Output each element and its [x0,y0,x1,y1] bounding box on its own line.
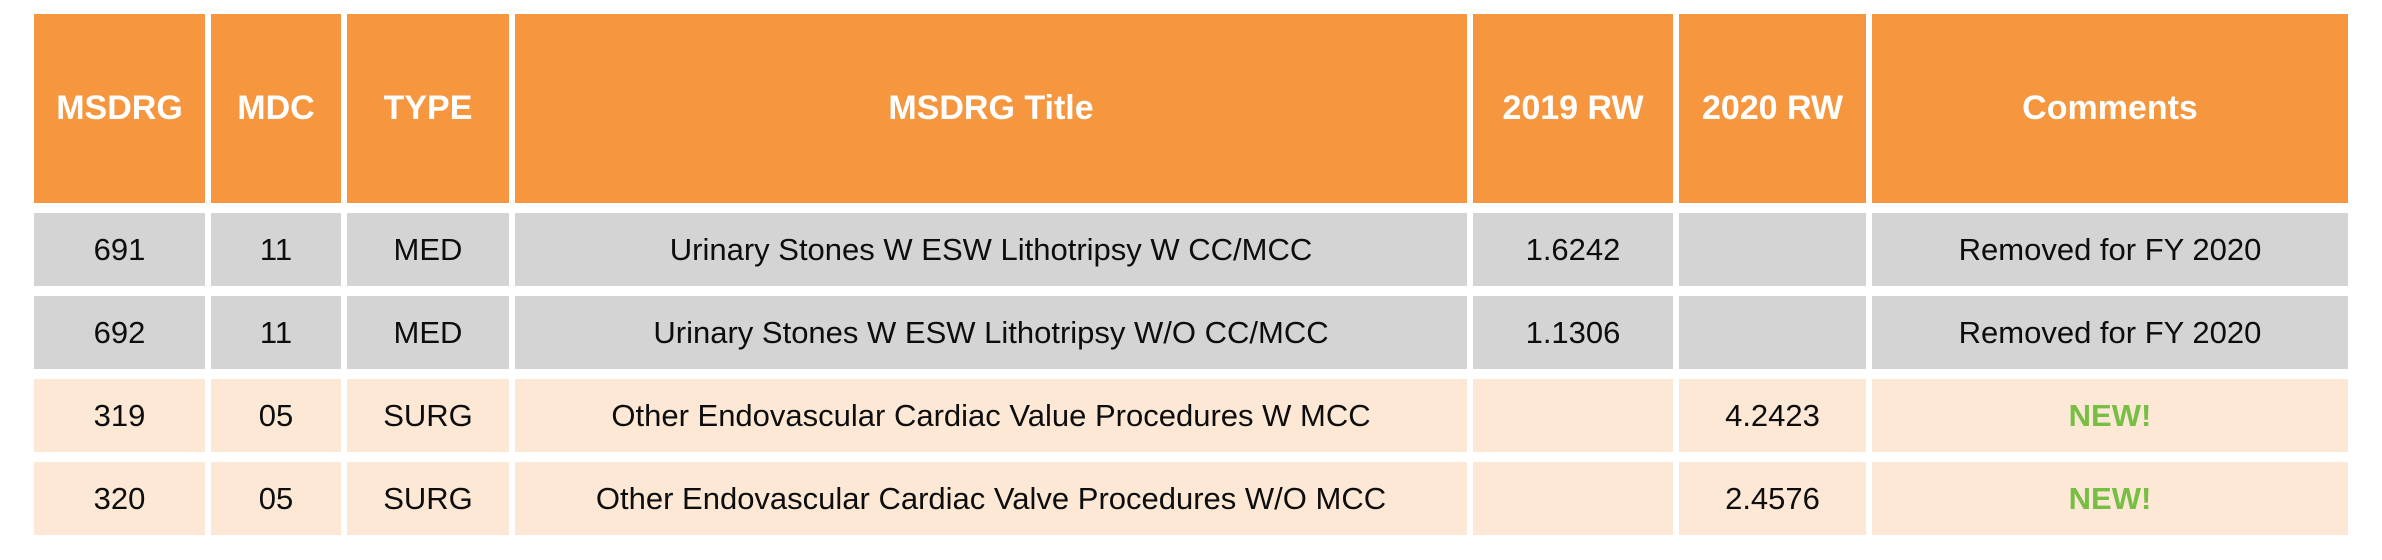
table-cell-rw2019: 1.1306 [1473,296,1673,369]
column-header-msdrg: MSDRG [34,14,205,203]
table-cell-rw2019 [1473,462,1673,535]
table-cell-title: Urinary Stones W ESW Lithotripsy W CC/MC… [515,213,1467,286]
table-cell-rw2020 [1679,213,1866,286]
table-cell-mdc: 11 [211,213,341,286]
msdrg-table: MSDRG MDC TYPE MSDRG Title 2019 RW 2020 … [34,14,2348,535]
table-cell-comments: Removed for FY 2020 [1872,213,2348,286]
table-cell-comments: NEW! [1872,462,2348,535]
table-cell-title: Other Endovascular Cardiac Value Procedu… [515,379,1467,452]
column-header-2019-rw: 2019 RW [1473,14,1673,203]
table-cell-msdrg: 692 [34,296,205,369]
table-cell-title: Urinary Stones W ESW Lithotripsy W/O CC/… [515,296,1467,369]
table-cell-title: Other Endovascular Cardiac Valve Procedu… [515,462,1467,535]
table-cell-type: MED [347,296,509,369]
table-cell-type: SURG [347,462,509,535]
column-header-2020-rw: 2020 RW [1679,14,1866,203]
column-header-comments: Comments [1872,14,2348,203]
table-cell-rw2019 [1473,379,1673,452]
table-cell-rw2020: 4.2423 [1679,379,1866,452]
table-cell-rw2019: 1.6242 [1473,213,1673,286]
table-cell-comments: NEW! [1872,379,2348,452]
column-header-title: MSDRG Title [515,14,1467,203]
column-header-mdc: MDC [211,14,341,203]
table-cell-mdc: 05 [211,462,341,535]
table-cell-msdrg: 691 [34,213,205,286]
table-cell-msdrg: 320 [34,462,205,535]
table-cell-mdc: 05 [211,379,341,452]
table-cell-rw2020: 2.4576 [1679,462,1866,535]
table-cell-type: SURG [347,379,509,452]
table-cell-comments: Removed for FY 2020 [1872,296,2348,369]
table-cell-msdrg: 319 [34,379,205,452]
table-cell-type: MED [347,213,509,286]
table-cell-mdc: 11 [211,296,341,369]
table-cell-rw2020 [1679,296,1866,369]
column-header-type: TYPE [347,14,509,203]
